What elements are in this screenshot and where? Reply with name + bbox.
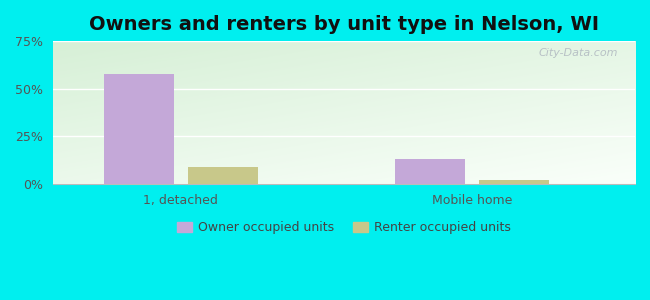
Bar bbox=[104, 74, 174, 184]
Bar bbox=[188, 167, 257, 184]
Bar bbox=[479, 180, 549, 184]
Title: Owners and renters by unit type in Nelson, WI: Owners and renters by unit type in Nelso… bbox=[89, 15, 599, 34]
Legend: Owner occupied units, Renter occupied units: Owner occupied units, Renter occupied un… bbox=[172, 216, 516, 239]
Text: City-Data.com: City-Data.com bbox=[538, 48, 617, 58]
Bar bbox=[395, 159, 465, 184]
